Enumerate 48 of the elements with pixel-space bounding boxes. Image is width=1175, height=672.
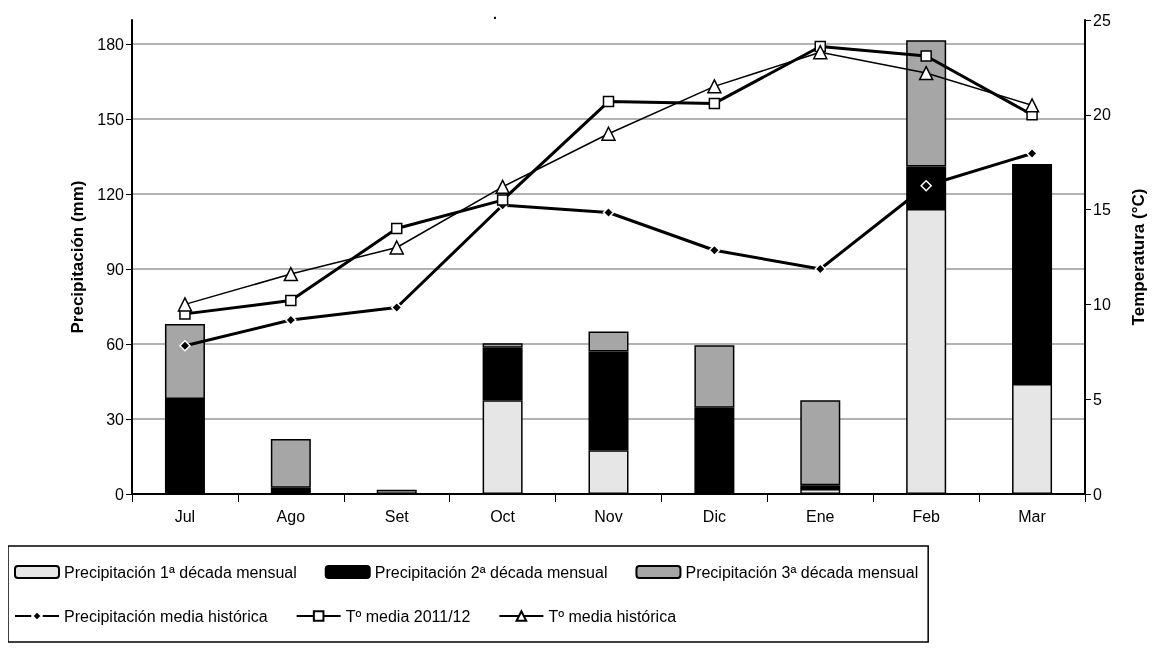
point xyxy=(283,266,299,282)
point xyxy=(390,222,403,235)
y-tick-label: 180 xyxy=(97,35,125,53)
point xyxy=(1024,98,1040,113)
y-tick-label: 30 xyxy=(106,410,125,428)
x-tick-label: Oct xyxy=(490,507,516,525)
x-tick-label: Jul xyxy=(174,507,196,525)
point xyxy=(707,79,722,94)
point xyxy=(918,65,934,81)
point xyxy=(601,126,616,142)
y-tick-label: 0 xyxy=(115,485,125,503)
point xyxy=(920,50,932,62)
legend-label: Precipitación 2ª década mensual xyxy=(374,563,608,581)
point xyxy=(602,95,615,108)
point xyxy=(177,297,193,312)
point xyxy=(813,44,828,60)
legend-label: Precipitación 3ª década mensual xyxy=(685,563,919,581)
legend-label: Tº media 2011/12 xyxy=(345,607,471,625)
y2-tick-label: 0 xyxy=(1093,485,1102,503)
legend-label: Precipitación media histórica xyxy=(64,607,268,625)
y-axis-title: Precipitación (mm) xyxy=(68,180,88,334)
x-tick-label: Set xyxy=(384,507,410,525)
point xyxy=(708,97,721,110)
y-tick-label: 120 xyxy=(97,185,125,203)
y-tick-label: 90 xyxy=(106,260,125,278)
y2-tick-label: 25 xyxy=(1093,11,1111,29)
point xyxy=(285,294,297,307)
legend-label: Tº media histórica xyxy=(548,607,677,625)
legend-label: Precipitación 1ª década mensual xyxy=(64,563,297,581)
point xyxy=(179,340,191,352)
y2-tick-label: 5 xyxy=(1093,390,1102,408)
y2-tick-label: 15 xyxy=(1093,201,1111,219)
bar xyxy=(800,400,841,486)
y2-tick-label: 10 xyxy=(1093,295,1111,313)
y-tick-label: 60 xyxy=(106,335,125,353)
y-tick-label: 150 xyxy=(97,110,125,128)
point xyxy=(389,240,404,255)
x-tick-label: Ene xyxy=(806,507,835,525)
x-tick-label: Mar xyxy=(1018,507,1047,525)
x-tick-label: Dic xyxy=(702,507,726,525)
x-tick-label: Feb xyxy=(912,507,941,525)
y2-tick-label: 20 xyxy=(1093,106,1111,124)
x-tick-label: Ago xyxy=(276,507,306,525)
point xyxy=(496,194,509,206)
point xyxy=(495,179,510,195)
chart-title: . xyxy=(493,6,497,22)
x-tick-label: Nov xyxy=(594,507,623,525)
y2-axis-title: Temperatura (°C) xyxy=(1129,188,1148,326)
